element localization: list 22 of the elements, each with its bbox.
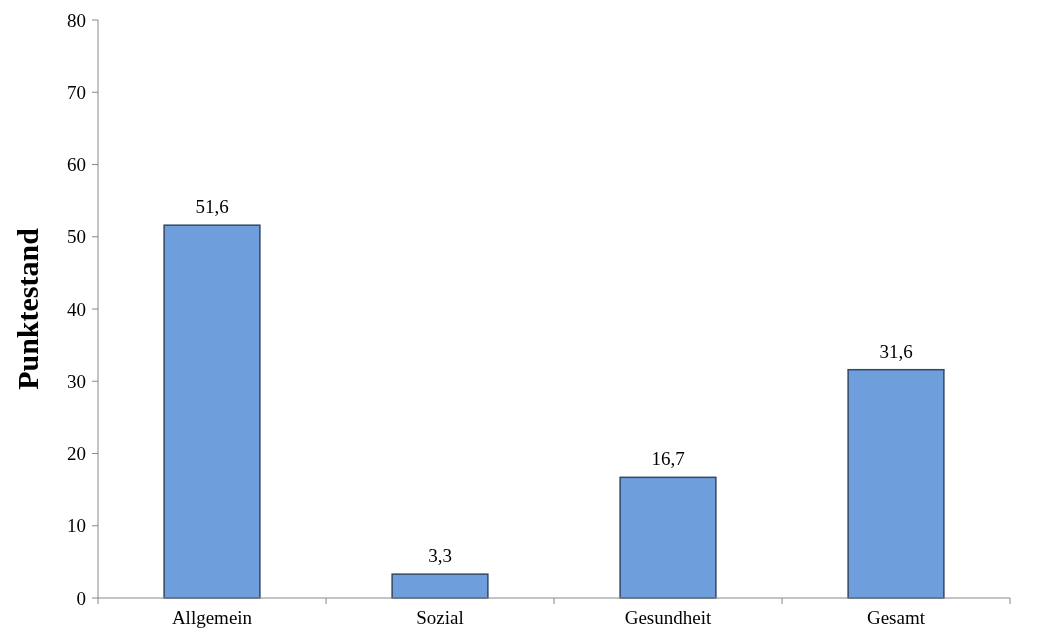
data-label: 16,7 <box>651 448 685 470</box>
data-label: 3,3 <box>428 545 452 567</box>
bar <box>163 224 261 599</box>
y-tick-label: 60 <box>67 154 86 176</box>
data-label: 51,6 <box>195 196 229 218</box>
y-tick-label: 30 <box>67 370 86 392</box>
y-tick-label: 40 <box>67 298 86 320</box>
x-tick-label: Sozial <box>416 607 464 628</box>
bar <box>391 573 489 599</box>
data-label: 31,6 <box>879 340 913 362</box>
y-tick-label: 70 <box>67 81 86 103</box>
x-tick-label: Gesamt <box>866 607 926 628</box>
y-tick-label: 50 <box>67 226 86 248</box>
y-tick-label: 20 <box>67 443 86 465</box>
x-tick-label: Allgemein <box>171 607 253 628</box>
y-axis-title: Punktestand <box>11 227 44 390</box>
bar <box>619 476 717 599</box>
x-tick-label: Gesundheit <box>624 607 712 628</box>
bar <box>847 368 945 599</box>
y-tick-label: 0 <box>76 587 86 609</box>
y-tick-label: 80 <box>67 9 86 31</box>
y-tick-label: 10 <box>67 515 86 537</box>
